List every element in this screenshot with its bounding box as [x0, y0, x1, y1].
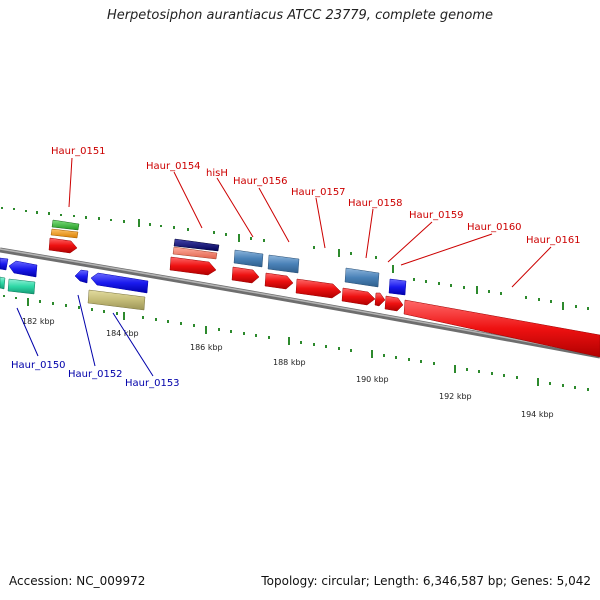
- forward-label-leaders: [68, 157, 552, 288]
- tick-label-184: 184 kbp: [106, 329, 139, 338]
- reverse-cds-feature[interactable]: [8, 260, 38, 278]
- gene-label-haur0150[interactable]: Haur_0150: [11, 360, 66, 371]
- tick-label-190: 190 kbp: [356, 375, 389, 384]
- forward-cds-feature-haur0159[interactable]: [374, 292, 386, 307]
- forward-cds-feature-haur0156[interactable]: [264, 272, 294, 290]
- tick-label-192: 192 kbp: [439, 392, 472, 401]
- gene-label-haur0158[interactable]: Haur_0158: [348, 198, 403, 209]
- gene-label-haur0154[interactable]: Haur_0154: [146, 161, 201, 172]
- gene-label-haur0160[interactable]: Haur_0160: [467, 222, 522, 233]
- steelblue-feature[interactable]: [344, 267, 380, 288]
- teal-feature[interactable]: [7, 278, 36, 295]
- forward-cds-feature-haur0151[interactable]: [48, 237, 78, 254]
- map-title: Herpetosiphon aurantiacus ATCC 23779, co…: [106, 8, 494, 23]
- gene-label-haur0151[interactable]: Haur_0151: [51, 146, 106, 157]
- outer-tick-track: [1, 207, 589, 310]
- gene-label-haur0157[interactable]: Haur_0157: [291, 187, 346, 198]
- genome-backbone: [0, 247, 600, 359]
- gene-label-hisH[interactable]: hisH: [206, 168, 228, 179]
- gene-label-haur0156[interactable]: Haur_0156: [233, 176, 288, 187]
- gene-label-haur0152[interactable]: Haur_0152: [68, 369, 123, 380]
- topology-text: Topology: circular; Length: 6,346,587 bp…: [261, 574, 591, 588]
- reverse-cds-feature-haur0160[interactable]: [388, 278, 407, 296]
- salmon-feature[interactable]: [172, 246, 218, 260]
- steelblue-feature[interactable]: [233, 249, 264, 268]
- reverse-label-leaders: [16, 294, 154, 377]
- steelblue-feature[interactable]: [267, 254, 300, 274]
- teal-feature[interactable]: [0, 276, 6, 290]
- forward-cds-feature-haur0158[interactable]: [341, 287, 376, 306]
- gene-label-haur0161[interactable]: Haur_0161: [526, 235, 581, 246]
- forward-cds-feature-haur0161[interactable]: [403, 299, 600, 358]
- orange-feature[interactable]: [50, 228, 79, 239]
- reverse-cds-feature[interactable]: [0, 257, 9, 271]
- navy-feature[interactable]: [173, 238, 220, 252]
- accession-text: Accession: NC_009972: [9, 574, 146, 588]
- forward-cds-feature-haur0157[interactable]: [295, 278, 342, 299]
- khaki-feature[interactable]: [87, 289, 146, 311]
- forward-cds-feature-haur0154[interactable]: [169, 256, 217, 276]
- reverse-cds-feature-haur0153[interactable]: [90, 272, 149, 294]
- tick-label-194: 194 kbp: [521, 410, 554, 419]
- gene-label-haur0159[interactable]: Haur_0159: [409, 210, 464, 221]
- reverse-cds-feature-haur0152[interactable]: [74, 269, 89, 284]
- tick-label-182: 182 kbp: [22, 317, 55, 326]
- tick-label-186: 186 kbp: [190, 343, 223, 352]
- inner-tick-track: [3, 295, 589, 391]
- forward-cds-feature-hisH[interactable]: [231, 266, 260, 284]
- genome-backbone-highlight: [0, 248, 600, 356]
- gene-label-haur0153[interactable]: Haur_0153: [125, 378, 180, 389]
- green-feature[interactable]: [51, 219, 80, 231]
- forward-cds-feature-haur0160[interactable]: [384, 295, 404, 312]
- tick-label-188: 188 kbp: [273, 358, 306, 367]
